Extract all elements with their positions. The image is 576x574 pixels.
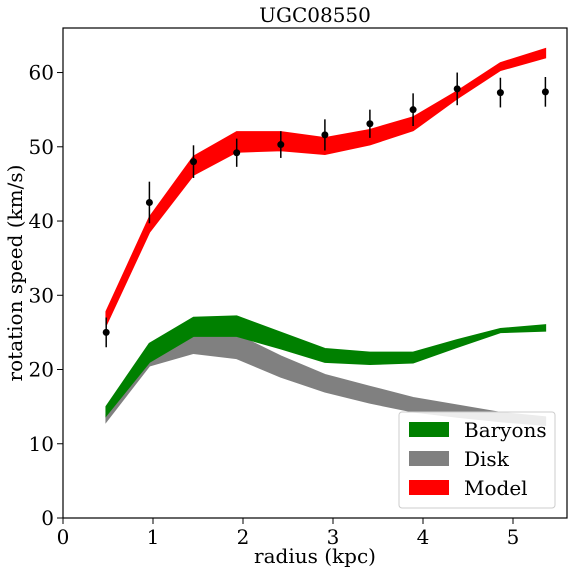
- data-point: [409, 106, 417, 114]
- x-tick-label: 1: [147, 525, 160, 549]
- data-point: [366, 120, 374, 128]
- x-axis-ticks: 0 1 2 3 4 5: [57, 518, 520, 549]
- data-point: [190, 158, 197, 166]
- axes-frame: [62, 27, 568, 519]
- data-point: [277, 141, 285, 149]
- legend-swatch-model: [409, 480, 449, 495]
- y-tick-label: 50: [29, 135, 54, 159]
- data-point: [453, 85, 461, 93]
- y-axis-ticks: 0 10 20 30 40 50 60: [29, 61, 63, 530]
- y-tick-label: 10: [29, 432, 54, 456]
- x-tick-label: 4: [417, 525, 430, 549]
- bands-layer: [105, 47, 547, 427]
- x-tick-label: 0: [57, 525, 70, 549]
- legend-label-disk: Disk: [464, 447, 510, 471]
- legend-swatch-disk: [409, 451, 449, 466]
- legend-label-model: Model: [464, 476, 528, 500]
- chart-title: UGC08550: [259, 3, 371, 27]
- y-tick-label: 40: [29, 209, 54, 233]
- x-tick-label: 2: [237, 525, 250, 549]
- data-point: [496, 89, 504, 97]
- observations-layer: [102, 72, 549, 348]
- x-tick-label: 5: [507, 525, 520, 549]
- legend: Baryons Disk Model: [398, 411, 556, 509]
- data-point: [145, 198, 153, 206]
- legend-label-baryons: Baryons: [464, 418, 547, 442]
- data-point: [541, 88, 549, 96]
- legend-swatch-baryons: [409, 422, 449, 437]
- band-baryons: [105, 315, 547, 418]
- y-axis-label: rotation speed (km/s): [3, 165, 27, 382]
- y-tick-label: 60: [29, 61, 54, 85]
- x-axis-label: radius (kpc): [254, 544, 376, 568]
- data-point: [233, 149, 241, 157]
- band-model: [105, 47, 547, 326]
- y-tick-label: 20: [29, 358, 54, 382]
- y-tick-label: 0: [41, 506, 54, 530]
- x-tick-label: 3: [327, 525, 340, 549]
- y-tick-label: 30: [29, 283, 54, 307]
- data-point: [321, 131, 329, 139]
- data-point: [102, 328, 110, 336]
